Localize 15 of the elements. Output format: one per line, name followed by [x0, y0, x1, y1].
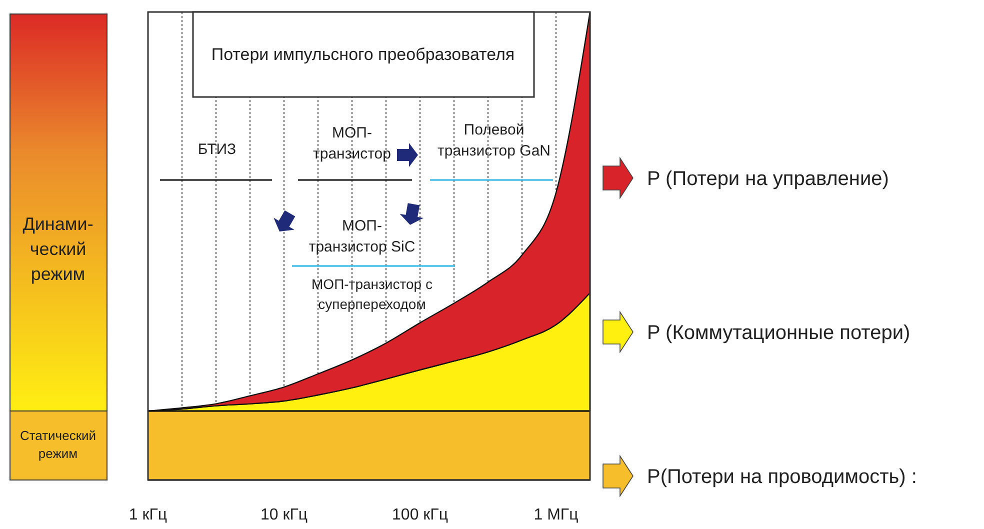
annotation: МОП-транзистор: [313, 124, 391, 162]
text: Потери импульсного преобразователя: [211, 45, 515, 64]
annotation: МОП-транзистор SiC: [308, 217, 416, 256]
x-tick-label: 100 кГц: [392, 506, 448, 524]
band-label: P(Потери на проводимость) :: [647, 466, 917, 488]
annotation: БТИЗ: [198, 140, 236, 158]
text: Динами-ческий режим: [22, 214, 94, 284]
x-tick-label: 1 МГц: [534, 506, 578, 524]
annotation: Полевой транзистор GaN: [438, 121, 550, 160]
x-tick-label: 10 кГц: [260, 506, 308, 524]
legend-label: P (Коммутационные потери): [647, 322, 910, 344]
text: Статический режим: [20, 428, 96, 462]
annotation: МОП-транзистор с суперпереходом: [312, 276, 432, 312]
legend-label: P (Потери на управление): [647, 168, 889, 190]
x-tick-label: 1 кГц: [128, 506, 168, 524]
